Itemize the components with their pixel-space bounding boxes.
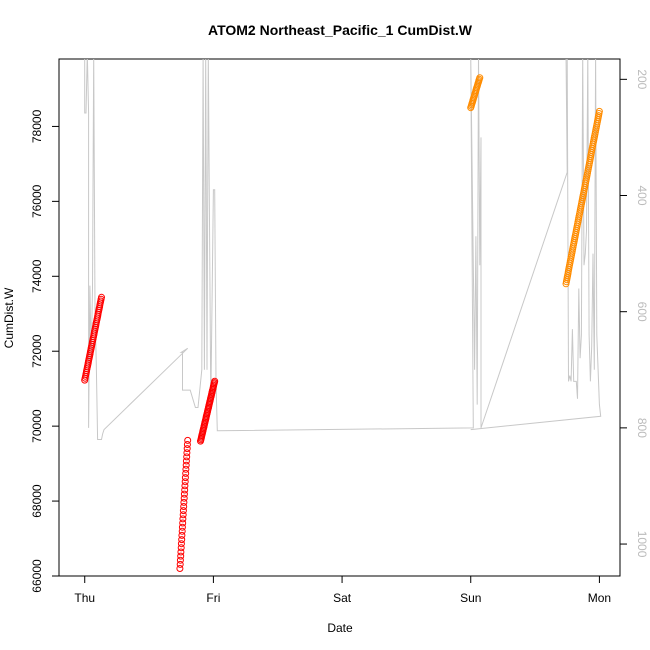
plot-frame	[58, 58, 621, 577]
data-point	[181, 474, 189, 482]
y-axis-label: CumDist.W	[2, 287, 16, 348]
data-point	[183, 441, 191, 448]
data-point	[183, 445, 191, 453]
y-tick-label: 76000	[30, 184, 44, 218]
depth-line-layer	[84, 59, 602, 440]
x-tick-label: Sun	[460, 591, 481, 605]
data-point	[176, 560, 184, 568]
y2-tick-label: 600	[635, 302, 649, 322]
data-point	[182, 469, 190, 477]
data-point	[182, 461, 190, 469]
data-point	[211, 377, 219, 385]
data-point	[183, 453, 191, 461]
y2-tick-label: 800	[635, 418, 649, 438]
data-point	[179, 519, 187, 527]
y2-tick-label: 400	[635, 185, 649, 205]
data-point	[178, 527, 186, 535]
data-point	[178, 536, 186, 544]
y-tick-label: 68000	[30, 484, 44, 518]
y2-tick-label: 1000	[635, 531, 649, 558]
x-tick-label: Sat	[333, 591, 352, 605]
data-point	[179, 515, 187, 523]
data-point	[178, 531, 186, 539]
y-tick-label: 70000	[30, 409, 44, 443]
x-tick-label: Fri	[206, 591, 220, 605]
data-point	[180, 490, 188, 498]
data-point	[176, 556, 184, 564]
x-axis: Thu Fri Sat Sun Mon	[74, 575, 611, 605]
data-point	[177, 540, 185, 548]
chart-title: ATOM2 Northeast_Pacific_1 CumDist.W	[208, 22, 473, 38]
data-point	[178, 523, 186, 531]
x-axis-label: Date	[327, 621, 353, 635]
depth-line	[84, 59, 602, 440]
y-tick-label: 78000	[30, 109, 44, 143]
data-point	[180, 503, 188, 510]
y-axis-left: 66000 68000 70000 72000 74000 76000 78000	[30, 109, 60, 593]
data-point	[180, 494, 188, 502]
data-point	[595, 107, 603, 115]
data-point	[98, 293, 105, 301]
y2-tick-label: 200	[635, 69, 649, 89]
y-tick-label: 66000	[30, 559, 44, 593]
y-tick-label: 74000	[30, 259, 44, 293]
data-point	[176, 565, 184, 572]
x-tick-label: Mon	[588, 591, 611, 605]
data-point	[179, 507, 187, 515]
data-point	[476, 74, 484, 82]
data-point	[177, 552, 185, 560]
data-point	[181, 478, 189, 486]
data-point	[177, 544, 185, 552]
y-tick-label: 72000	[30, 334, 44, 368]
data-point	[182, 465, 190, 473]
y-axis-right: 200 400 600 800 1000	[619, 69, 649, 558]
data-point	[182, 457, 190, 465]
data-point	[179, 511, 187, 519]
data-point	[181, 486, 189, 494]
data-point	[177, 548, 185, 556]
scatter-points-layer	[81, 74, 603, 572]
data-point	[183, 449, 191, 457]
data-point	[180, 498, 188, 506]
data-point	[184, 436, 192, 444]
x-tick-label: Thu	[74, 591, 95, 605]
data-point	[181, 482, 189, 490]
